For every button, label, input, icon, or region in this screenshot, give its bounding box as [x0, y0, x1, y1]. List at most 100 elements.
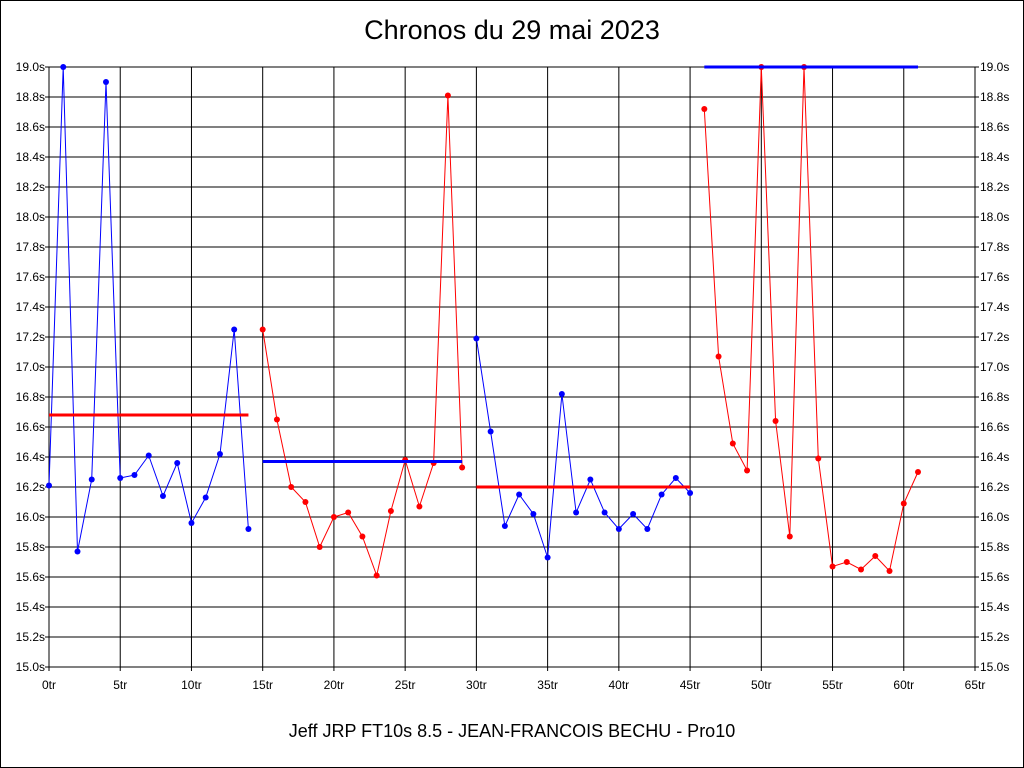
- data-point: [872, 553, 879, 559]
- data-point: [188, 520, 195, 526]
- y-tick-label-left: 16.4s: [16, 450, 45, 464]
- y-tick-label-left: 16.2s: [16, 480, 45, 494]
- data-point: [786, 533, 793, 540]
- y-tick-label-left: 17.6s: [16, 270, 45, 284]
- data-point: [658, 491, 665, 498]
- data-point: [373, 572, 380, 579]
- data-point: [501, 523, 508, 529]
- series-line: [703, 66, 919, 573]
- y-tick-label-left: 17.0s: [16, 360, 45, 374]
- y-tick-label-left: 15.8s: [16, 540, 45, 554]
- y-tick-label-right: 15.8s: [980, 540, 1009, 554]
- data-point: [715, 353, 722, 360]
- y-tick-label-right: 17.2s: [980, 330, 1009, 344]
- data-point: [302, 499, 309, 505]
- y-tick-label-right: 17.4s: [980, 300, 1009, 314]
- y-tick-label-left: 18.8s: [16, 90, 45, 104]
- data-point: [473, 335, 480, 342]
- data-point: [615, 526, 622, 532]
- data-point: [900, 500, 907, 507]
- y-tick-label-right: 15.0s: [980, 660, 1009, 674]
- chart-title: Chronos du 29 mai 2023: [364, 15, 660, 45]
- x-tick-label: 45tr: [680, 678, 701, 692]
- data-point: [88, 476, 95, 483]
- data-point: [259, 326, 266, 333]
- x-tick-label: 40tr: [609, 678, 630, 692]
- data-point: [573, 509, 580, 516]
- y-tick-label-left: 18.4s: [16, 150, 45, 164]
- y-tick-label-right: 16.4s: [980, 450, 1009, 464]
- x-tick-label: 65tr: [965, 678, 986, 692]
- x-tick-label: 60tr: [893, 678, 914, 692]
- data-point: [330, 514, 337, 520]
- y-tick-label-right: 18.6s: [980, 120, 1009, 134]
- series-line: [475, 338, 691, 558]
- x-tick-label: 10tr: [181, 678, 202, 692]
- data-point: [174, 460, 181, 466]
- data-point: [544, 554, 551, 561]
- data-point: [416, 503, 423, 510]
- y-tick-label-left: 16.6s: [16, 420, 45, 434]
- data-point: [316, 544, 323, 550]
- data-point: [117, 475, 124, 481]
- y-tick-label-right: 16.2s: [980, 480, 1009, 494]
- y-tick-label-left: 17.2s: [16, 330, 45, 344]
- data-point: [601, 509, 608, 516]
- y-tick-label-left: 19.0s: [16, 60, 45, 74]
- data-point: [231, 326, 238, 333]
- y-tick-label-left: 15.2s: [16, 630, 45, 644]
- data-point: [516, 491, 523, 498]
- data-point: [102, 79, 109, 85]
- y-tick-label-left: 16.0s: [16, 510, 45, 524]
- y-tick-label-right: 18.8s: [980, 90, 1009, 104]
- data-point: [245, 526, 252, 532]
- x-tick-label: 35tr: [537, 678, 558, 692]
- data-point: [843, 559, 850, 565]
- y-tick-label-right: 15.6s: [980, 570, 1009, 584]
- x-tick-label: 50tr: [751, 678, 772, 692]
- chart-footer: Jeff JRP FT10s 8.5 - JEAN-FRANCOIS BECHU…: [288, 721, 736, 741]
- y-tick-label-right: 17.0s: [980, 360, 1009, 374]
- y-tick-label-right: 16.6s: [980, 420, 1009, 434]
- y-tick-label-right: 16.8s: [980, 390, 1009, 404]
- data-point: [288, 484, 295, 490]
- data-point: [558, 391, 565, 397]
- y-tick-label-left: 15.6s: [16, 570, 45, 584]
- x-tick-label: 55tr: [822, 678, 843, 692]
- data-point: [772, 418, 779, 424]
- data-point: [46, 482, 52, 489]
- y-tick-label-right: 19.0s: [980, 60, 1009, 74]
- data-point: [444, 92, 451, 99]
- data-point: [858, 566, 865, 573]
- y-tick-label-right: 17.6s: [980, 270, 1009, 284]
- y-tick-label-right: 15.4s: [980, 600, 1009, 614]
- y-tick-label-right: 17.8s: [980, 240, 1009, 254]
- y-tick-label-left: 17.4s: [16, 300, 45, 314]
- y-tick-label-right: 15.2s: [980, 630, 1009, 644]
- data-point: [159, 493, 166, 499]
- y-tick-label-right: 18.0s: [980, 210, 1009, 224]
- y-tick-label-left: 15.0s: [16, 660, 45, 674]
- data-point: [530, 511, 537, 517]
- x-tick-label: 25tr: [395, 678, 416, 692]
- y-tick-label-left: 18.0s: [16, 210, 45, 224]
- data-point: [587, 476, 594, 483]
- y-tick-label-right: 18.2s: [980, 180, 1009, 194]
- y-tick-label-left: 18.2s: [16, 180, 45, 194]
- data-point: [729, 440, 736, 447]
- data-point: [273, 416, 280, 423]
- data-point: [131, 472, 138, 478]
- data-point: [644, 526, 651, 532]
- data-point: [687, 490, 694, 496]
- data-point: [829, 563, 836, 570]
- data-point: [145, 452, 152, 459]
- x-tick-label: 15tr: [252, 678, 273, 692]
- data-point: [630, 511, 637, 517]
- y-tick-label-right: 16.0s: [980, 510, 1009, 524]
- data-point: [672, 475, 679, 481]
- data-point: [886, 568, 893, 574]
- data-point: [459, 464, 466, 471]
- y-tick-label-left: 15.4s: [16, 600, 45, 614]
